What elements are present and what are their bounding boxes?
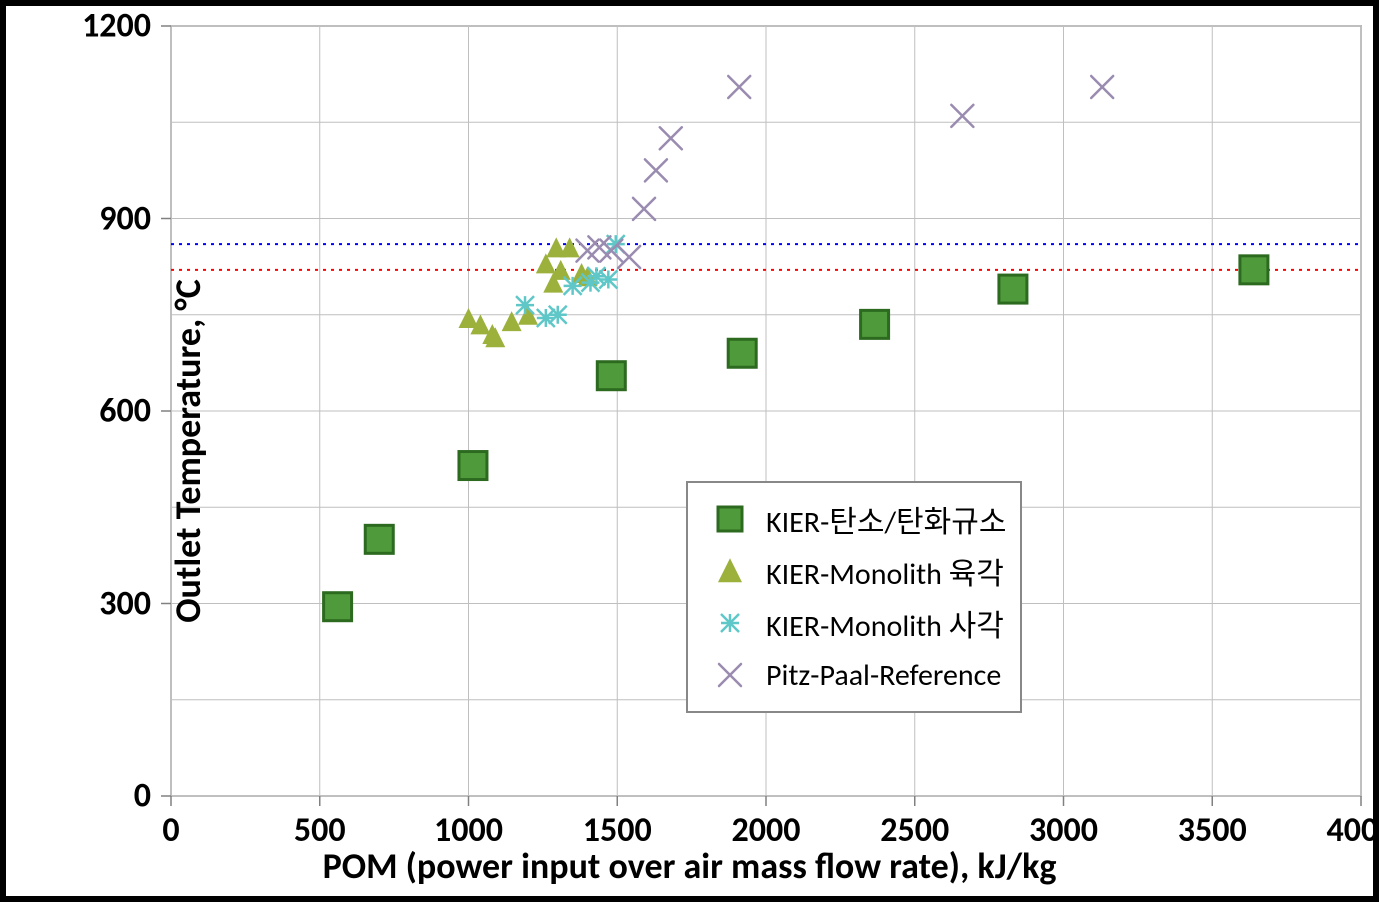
x-tick-label: 1500 <box>583 810 652 851</box>
x-tick-label: 0 <box>162 810 179 851</box>
legend-label: Pitz-Paal-Reference <box>758 657 1001 694</box>
legend-marker-icon <box>702 497 758 541</box>
y-axis-title: Outlet Temperature, °C <box>166 279 210 623</box>
legend-label: KIER-Monolith 육각 <box>758 549 1004 593</box>
legend-label: KIER-Monolith 사각 <box>758 601 1004 645</box>
series-1 <box>459 237 598 347</box>
legend-label: KIER-탄소/탄화규소 <box>758 497 1006 541</box>
legend: KIER-탄소/탄화규소 KIER-Monolith 육각 KIER-Monolit… <box>686 481 1022 713</box>
chart-frame: Outlet Temperature, °C POM (power input … <box>0 0 1379 902</box>
x-axis-title: POM (power input over air mass flow rate… <box>6 844 1373 888</box>
legend-marker-icon <box>702 549 758 593</box>
legend-item: KIER-Monolith 육각 <box>702 545 1006 597</box>
y-tick-label: 600 <box>51 391 151 432</box>
x-tick-label: 2000 <box>732 810 801 851</box>
scatter-chart <box>6 6 1379 908</box>
legend-item: KIER-탄소/탄화규소 <box>702 493 1006 545</box>
x-tick-label: 500 <box>294 810 346 851</box>
series-3 <box>577 76 1114 268</box>
x-tick-label: 2500 <box>880 810 949 851</box>
legend-item: KIER-Monolith 사각 <box>702 597 1006 649</box>
x-tick-label: 4000 <box>1327 810 1379 851</box>
x-tick-label: 1000 <box>434 810 503 851</box>
y-tick-label: 0 <box>51 776 151 817</box>
legend-item: Pitz-Paal-Reference <box>702 649 1006 701</box>
legend-marker-icon <box>702 653 758 697</box>
x-tick-label: 3500 <box>1178 810 1247 851</box>
y-tick-label: 300 <box>51 583 151 624</box>
x-tick-label: 3000 <box>1029 810 1098 851</box>
legend-marker-icon <box>702 601 758 645</box>
y-tick-label: 1200 <box>51 6 151 47</box>
y-tick-label: 900 <box>51 198 151 239</box>
